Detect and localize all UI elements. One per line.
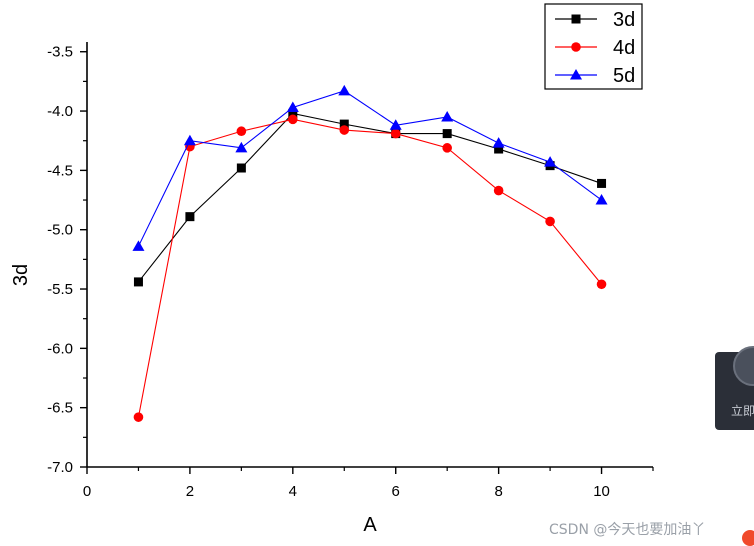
legend-marker-3d bbox=[571, 14, 581, 24]
data-point-4d bbox=[236, 126, 247, 137]
x-tick-label: 4 bbox=[289, 483, 297, 500]
data-point-4d bbox=[545, 216, 555, 227]
data-point-3d bbox=[442, 129, 452, 139]
x-tick-label: 10 bbox=[593, 483, 610, 500]
series-5d bbox=[132, 84, 608, 251]
y-tick-label: -3.5 bbox=[47, 44, 73, 61]
data-point-3d bbox=[133, 277, 143, 287]
data-point-4d bbox=[339, 125, 350, 135]
axes: 0 2 4 6 8 10 -7.0 -6.5 -6.0 -5.5 -5.0 -4.5 -4.0 -3.5 bbox=[47, 42, 654, 500]
x-tick-label: 6 bbox=[392, 483, 400, 500]
data-point-5d bbox=[441, 110, 454, 122]
data-point-5d bbox=[389, 119, 402, 130]
data-point-3d bbox=[494, 144, 504, 154]
y-tick-label: -5.5 bbox=[47, 281, 73, 298]
y-tick-label: -7.0 bbox=[47, 459, 73, 476]
data-point-4d bbox=[133, 412, 144, 422]
data-point-3d bbox=[339, 119, 349, 129]
data-point-5d bbox=[132, 240, 145, 251]
series-4d bbox=[133, 114, 607, 422]
data-point-3d bbox=[288, 108, 298, 118]
watermark: CSDN @今天也要加油丫 bbox=[549, 522, 706, 538]
csdn-logo-icon bbox=[742, 530, 754, 546]
y-axis-label: 3d bbox=[10, 264, 32, 286]
data-point-5d bbox=[286, 101, 299, 112]
side-widget-label: 立即 bbox=[731, 404, 754, 418]
legend-label-5d: 5d bbox=[613, 65, 635, 87]
legend-marker-4d bbox=[571, 42, 581, 52]
legend-marker-5d bbox=[570, 69, 582, 80]
series-layer bbox=[132, 84, 608, 422]
x-tick-label: 8 bbox=[494, 483, 502, 500]
data-point-4d bbox=[442, 143, 452, 153]
data-point-3d bbox=[236, 163, 246, 173]
x-tick-label: 0 bbox=[83, 483, 91, 500]
legend-label-4d: 4d bbox=[613, 37, 635, 59]
data-point-4d bbox=[493, 185, 504, 196]
series-line-4d bbox=[137, 118, 602, 418]
data-point-3d bbox=[597, 178, 607, 188]
series-3d bbox=[133, 108, 607, 287]
y-tick-label: -4.0 bbox=[47, 103, 73, 120]
legend: 3d 4d 5d bbox=[544, 3, 643, 90]
data-point-4d bbox=[288, 114, 298, 125]
data-point-3d bbox=[185, 212, 195, 222]
shield-icon bbox=[733, 346, 754, 386]
data-point-5d bbox=[338, 84, 351, 96]
y-tick-label: -5.0 bbox=[47, 222, 73, 239]
series-line-3d bbox=[138, 112, 602, 283]
data-point-4d bbox=[390, 128, 401, 139]
data-point-5d bbox=[492, 137, 505, 148]
series-line-5d bbox=[137, 90, 602, 247]
data-point-5d bbox=[595, 194, 608, 205]
y-tick-label: -6.0 bbox=[47, 340, 73, 357]
data-point-5d bbox=[544, 156, 557, 167]
side-floating-widget[interactable]: 立即 bbox=[715, 346, 754, 430]
x-tick-label: 2 bbox=[186, 483, 194, 500]
y-tick-label: -4.5 bbox=[47, 162, 73, 179]
data-point-5d bbox=[183, 134, 196, 146]
data-point-4d bbox=[596, 279, 607, 290]
legend-label-3d: 3d bbox=[613, 9, 635, 31]
data-point-5d bbox=[235, 141, 248, 153]
y-tick-label: -6.5 bbox=[47, 400, 73, 417]
x-axis-label: A bbox=[363, 514, 377, 536]
